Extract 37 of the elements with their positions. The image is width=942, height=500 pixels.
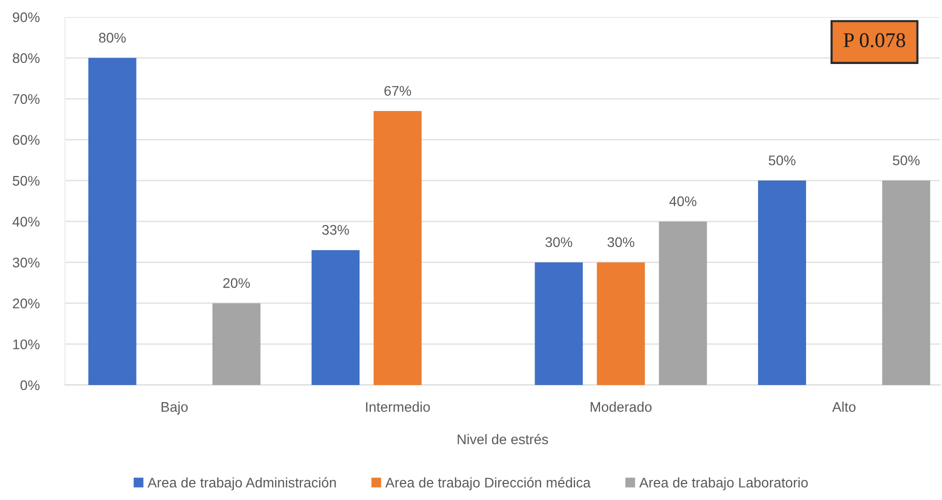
annotation: P 0.078	[844, 33, 906, 48]
data-label: 80%	[99, 32, 126, 43]
bar	[534, 262, 583, 385]
y-tick-label: 90%	[12, 12, 40, 22]
data-label: 30%	[545, 237, 572, 248]
bar	[312, 250, 360, 385]
y-tick-label: 50%	[12, 176, 40, 186]
x-tick-label: Bajo	[162, 402, 188, 415]
bar	[212, 303, 260, 385]
bar	[374, 111, 422, 385]
x-tick-label: Alto	[832, 402, 856, 412]
data-label: 33%	[322, 224, 349, 235]
legend-label: Area de trabajo Administración	[148, 477, 336, 490]
y-tick-label: 20%	[12, 298, 40, 308]
bar	[882, 180, 930, 385]
x-tick-label: Moderado	[590, 402, 652, 412]
y-tick-label: 60%	[12, 135, 40, 145]
legend-label: Area de trabajo Dirección médica	[385, 477, 591, 490]
data-label: 20%	[223, 278, 250, 288]
y-tick-label: 0%	[20, 380, 40, 390]
data-label: 67%	[384, 86, 412, 96]
x-axis-title: Nivel de estrés	[458, 434, 548, 444]
x-tick-label: Intermedio	[366, 402, 430, 412]
data-label: 40%	[669, 196, 696, 206]
legend-label: Area de trabajo Laboratorio	[639, 477, 808, 490]
data-label: 50%	[892, 155, 920, 166]
data-label: 30%	[608, 237, 634, 248]
bar	[758, 180, 806, 385]
y-tick-label: 70%	[12, 94, 40, 104]
y-tick-label: 30%	[12, 258, 40, 268]
bar	[88, 58, 136, 385]
y-tick-label: 80%	[12, 53, 40, 64]
y-tick-label: 10%	[13, 339, 40, 350]
bar	[596, 262, 645, 385]
bar	[658, 221, 707, 385]
data-label: 50%	[768, 155, 796, 166]
y-tick-label: 40%	[12, 216, 40, 227]
